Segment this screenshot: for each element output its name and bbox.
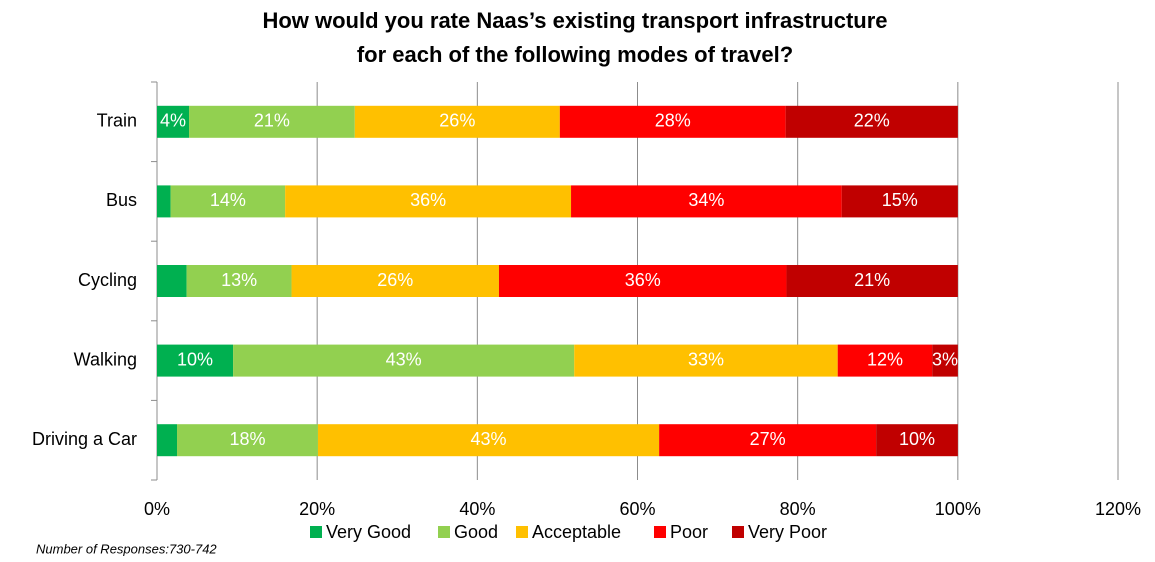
- value-label: 10%: [899, 429, 935, 449]
- bar-segment: [233, 344, 575, 377]
- value-label: 10%: [177, 349, 213, 369]
- value-label: 34%: [688, 190, 724, 210]
- chart-title: for each of the following modes of trave…: [357, 42, 793, 67]
- value-label: 4%: [160, 111, 186, 131]
- x-tick-label: 120%: [1095, 499, 1141, 519]
- bar-segment: [559, 105, 786, 138]
- value-label: 21%: [854, 270, 890, 290]
- bar-segment: [157, 424, 178, 457]
- bar-segment: [157, 265, 187, 297]
- value-label: 15%: [882, 190, 918, 210]
- value-label: 13%: [221, 270, 257, 290]
- bar-segment: [177, 424, 318, 457]
- value-label: 27%: [750, 429, 786, 449]
- bar-segment: [498, 265, 787, 297]
- value-label: 3%: [932, 349, 958, 369]
- value-label: 21%: [254, 111, 290, 131]
- legend-label: Acceptable: [532, 522, 621, 542]
- legend-swatch: [310, 526, 322, 538]
- bar-segment: [876, 424, 958, 457]
- bar-segment: [932, 344, 958, 377]
- x-tick-label: 40%: [459, 499, 495, 519]
- bar-segment: [157, 105, 190, 138]
- value-label: 28%: [655, 111, 691, 131]
- footnote: Number of Responses:730-742: [36, 541, 217, 556]
- x-tick-label: 60%: [619, 499, 655, 519]
- legend-swatch: [516, 526, 528, 538]
- value-label: 26%: [377, 270, 413, 290]
- value-label: 36%: [625, 270, 661, 290]
- legend-label: Very Poor: [748, 522, 827, 542]
- y-tick-label: Bus: [106, 190, 137, 210]
- bar-segment: [170, 185, 286, 218]
- y-tick-label: Walking: [74, 349, 137, 369]
- legend-label: Very Good: [326, 522, 411, 542]
- bar-segment: [189, 105, 355, 138]
- legend-swatch: [654, 526, 666, 538]
- value-label: 22%: [854, 111, 890, 131]
- value-label: 18%: [229, 429, 265, 449]
- value-label: 26%: [439, 111, 475, 131]
- y-tick-label: Cycling: [78, 270, 137, 290]
- x-tick-label: 20%: [299, 499, 335, 519]
- value-label: 43%: [471, 429, 507, 449]
- bar-segment: [291, 265, 499, 297]
- bar-segment: [574, 344, 838, 377]
- x-tick-label: 100%: [935, 499, 981, 519]
- bar-segment: [317, 424, 660, 457]
- value-label: 12%: [867, 349, 903, 369]
- x-tick-label: 80%: [780, 499, 816, 519]
- bar-segment: [841, 185, 958, 218]
- value-label: 36%: [410, 190, 446, 210]
- bar-segment: [157, 185, 171, 218]
- legend-label: Poor: [670, 522, 708, 542]
- y-tick-label: Driving a Car: [32, 429, 137, 449]
- chart-title: How would you rate Naas’s existing trans…: [262, 8, 887, 33]
- legend-label: Good: [454, 522, 498, 542]
- value-label: 33%: [688, 349, 724, 369]
- bar-segment: [285, 185, 572, 218]
- legend-swatch: [438, 526, 450, 538]
- legend-swatch: [732, 526, 744, 538]
- value-label: 43%: [386, 349, 422, 369]
- bar-segment: [786, 265, 958, 297]
- bar-segment: [157, 344, 234, 377]
- y-tick-label: Train: [97, 111, 137, 131]
- bar-segment: [659, 424, 877, 457]
- bar-segment: [785, 105, 958, 138]
- bar-segment: [186, 265, 292, 297]
- x-tick-label: 0%: [144, 499, 170, 519]
- bar-segment: [837, 344, 933, 377]
- bar-segment: [354, 105, 560, 138]
- bar-segment: [571, 185, 842, 218]
- value-label: 14%: [210, 190, 246, 210]
